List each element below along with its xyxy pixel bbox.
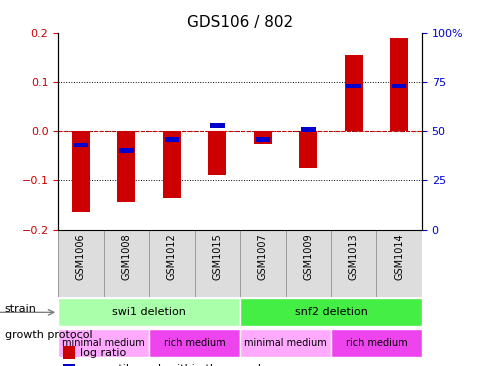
Text: GSM1007: GSM1007 [257,233,267,280]
Text: growth protocol: growth protocol [5,330,92,340]
Text: percentile rank within the sample: percentile rank within the sample [80,364,267,366]
Text: minimal medium: minimal medium [243,338,326,348]
Text: rich medium: rich medium [345,338,407,348]
Bar [240,229,285,297]
Bar [149,229,194,297]
Text: minimal medium: minimal medium [62,338,145,348]
Bar [164,137,179,142]
Bar [117,131,135,202]
Text: GSM1009: GSM1009 [302,233,313,280]
Bar [255,137,270,142]
Text: snf2 deletion: snf2 deletion [294,307,367,317]
Bar [330,229,376,297]
Title: GDS106 / 802: GDS106 / 802 [187,15,292,30]
Bar [104,229,149,297]
Bar [208,131,226,175]
Bar [376,229,421,297]
Text: GSM1014: GSM1014 [393,233,403,280]
Text: GSM1012: GSM1012 [166,233,177,280]
Text: GSM1015: GSM1015 [212,233,222,280]
Bar [389,38,408,131]
FancyBboxPatch shape [58,329,149,357]
Text: rich medium: rich medium [164,338,225,348]
Bar [253,131,272,143]
Bar [74,142,88,147]
Bar [194,229,240,297]
Bar [346,83,360,89]
Text: strain: strain [5,304,37,314]
Bar [301,127,315,132]
Bar [210,123,224,128]
Text: swi1 deletion: swi1 deletion [112,307,186,317]
Bar [119,149,134,153]
Text: GSM1006: GSM1006 [76,233,86,280]
Bar [285,229,330,297]
FancyBboxPatch shape [240,329,330,357]
Bar [58,229,104,297]
Bar [391,83,406,89]
Text: GSM1013: GSM1013 [348,233,358,280]
FancyBboxPatch shape [330,329,421,357]
Text: log ratio: log ratio [80,348,126,358]
FancyBboxPatch shape [58,298,240,326]
Bar [163,131,181,198]
Bar [299,131,317,168]
Text: GSM1008: GSM1008 [121,233,131,280]
FancyBboxPatch shape [240,298,421,326]
Bar [344,55,362,131]
Bar [72,131,90,212]
FancyBboxPatch shape [149,329,240,357]
